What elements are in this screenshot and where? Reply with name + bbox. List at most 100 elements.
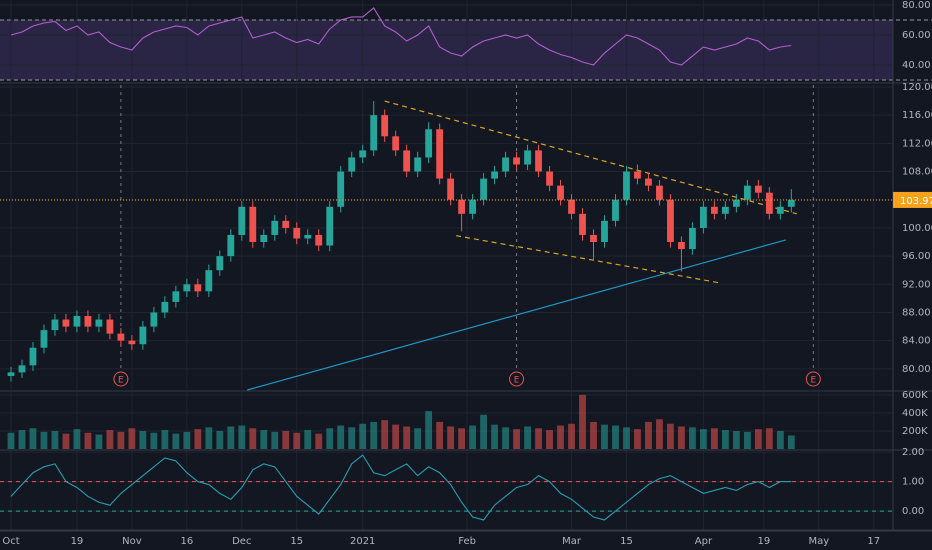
volume-bar xyxy=(62,433,70,449)
candle-body xyxy=(743,185,751,200)
volume-bar xyxy=(579,394,586,449)
candle-body xyxy=(623,171,630,200)
volume-bar xyxy=(348,427,356,449)
volume-bar xyxy=(480,414,488,449)
volume-bar xyxy=(139,430,147,449)
candle-body xyxy=(425,129,433,158)
x-tick-label: May xyxy=(808,536,829,547)
candle-body xyxy=(62,319,70,327)
volume-bar xyxy=(29,428,37,449)
candle-body xyxy=(128,340,136,345)
candle-body xyxy=(689,227,696,250)
volume-bar xyxy=(634,429,641,449)
volume-bar xyxy=(304,430,312,449)
y-tick-label: 108.00 xyxy=(902,167,932,178)
x-tick-label: 2021 xyxy=(350,536,375,547)
earnings-label: E xyxy=(810,376,816,386)
x-tick-label: Oct xyxy=(2,536,19,547)
volume-bar xyxy=(678,426,685,449)
last-price-label: 103.97 xyxy=(900,196,932,207)
volume-bar xyxy=(601,424,608,449)
candle-body xyxy=(205,270,213,292)
volume-bar xyxy=(535,428,542,449)
candle-body xyxy=(348,157,356,172)
volume-bar xyxy=(502,427,509,449)
y-tick-label: 120.00 xyxy=(902,82,932,93)
candle-body xyxy=(590,234,597,243)
volume-bar xyxy=(161,430,169,449)
rsi-line xyxy=(10,7,792,66)
volume-bar xyxy=(150,432,158,449)
y-tick-label: 400K xyxy=(902,408,928,419)
volume-bar xyxy=(491,424,498,449)
candle-body xyxy=(700,206,707,228)
volume-bar xyxy=(194,429,202,449)
volume-bar xyxy=(106,430,114,449)
candle-body xyxy=(337,171,345,207)
candle-body xyxy=(84,316,92,327)
candle-body xyxy=(227,234,235,257)
candle-body xyxy=(139,326,147,345)
volume-bar xyxy=(787,435,795,449)
y-tick-label: 112.00 xyxy=(902,138,932,149)
candle-body xyxy=(568,199,575,214)
candle-body xyxy=(51,319,59,331)
volume-bar xyxy=(732,430,740,449)
candle-body xyxy=(73,316,81,327)
candle-body xyxy=(634,171,641,179)
volume-bar xyxy=(458,428,466,449)
x-tick-label: 15 xyxy=(620,536,633,547)
candle-body xyxy=(370,115,378,151)
candle-body xyxy=(183,284,191,292)
x-tick-label: 19 xyxy=(71,536,84,547)
x-tick-label: Nov xyxy=(122,536,142,547)
volume-bar xyxy=(436,421,444,449)
candle-body xyxy=(469,199,477,214)
earnings-marker xyxy=(509,371,525,387)
y-tick-label: 600K xyxy=(902,390,928,401)
volume-bar xyxy=(359,423,367,449)
volume-bar xyxy=(743,431,751,449)
candle-body xyxy=(491,171,498,179)
volume-bar xyxy=(689,427,696,449)
candle-body xyxy=(293,227,301,239)
volume-bar xyxy=(546,430,553,449)
candle-body xyxy=(776,206,784,214)
volume-bar xyxy=(227,426,235,449)
volume-bar xyxy=(754,429,762,449)
candle-body xyxy=(612,199,619,221)
volume-bar xyxy=(128,428,136,449)
volume-bar xyxy=(425,411,433,449)
candle-body xyxy=(502,157,509,172)
candle-body xyxy=(260,234,268,243)
candle-body xyxy=(282,220,290,228)
volume-bar xyxy=(700,429,707,449)
volume-bar xyxy=(645,421,652,449)
volume-bar xyxy=(568,423,575,449)
volume-bar xyxy=(282,430,290,449)
candle-body xyxy=(326,206,334,246)
candle-body xyxy=(7,372,15,376)
candle-body xyxy=(732,199,740,207)
volume-bar xyxy=(84,432,92,449)
volume-bar xyxy=(590,421,597,449)
candle-body xyxy=(150,312,158,327)
volume-bar xyxy=(249,428,257,449)
volume-bar xyxy=(381,420,389,449)
candle-body xyxy=(546,171,553,186)
y-tick-label: 0.00 xyxy=(902,506,924,517)
volume-bar xyxy=(238,425,246,449)
y-tick-label: 116.00 xyxy=(902,110,932,121)
candle-body xyxy=(447,178,455,200)
x-tick-label: 15 xyxy=(290,536,303,547)
earnings-label: E xyxy=(118,376,124,386)
y-tick-label: 200K xyxy=(902,426,928,437)
y-tick-label: 60.00 xyxy=(902,30,931,41)
rsi-band xyxy=(0,19,893,81)
volume-bar xyxy=(656,419,663,449)
candle-body xyxy=(381,115,389,137)
candle-body xyxy=(414,157,422,172)
volume-bar xyxy=(172,433,180,449)
volume-bar xyxy=(524,426,531,449)
volume-bar xyxy=(447,426,455,449)
